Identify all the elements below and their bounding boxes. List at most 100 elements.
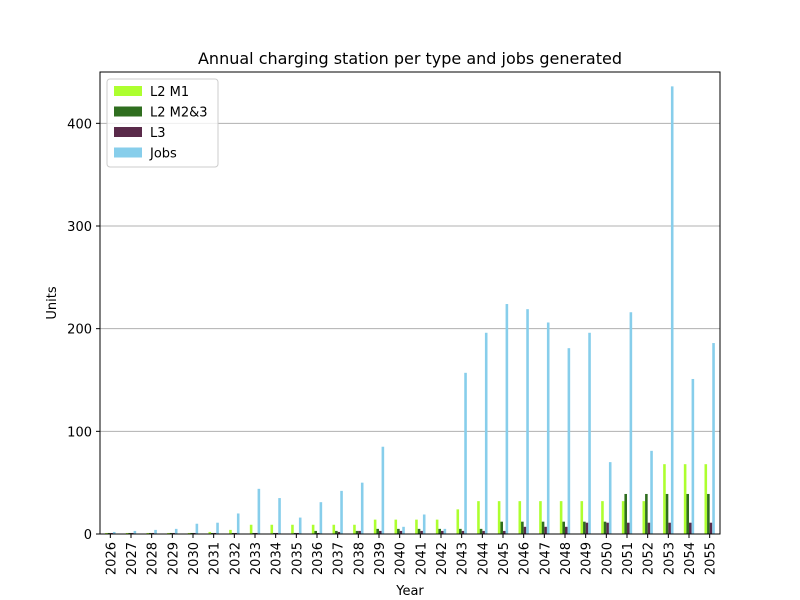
bar-l2-m1-2043 [456,509,460,534]
bar-l3-2046 [523,526,527,534]
bar-l2-m2-3-2036 [314,530,317,534]
legend-label: L3 [150,126,166,141]
bar-jobs-2029 [174,528,178,534]
legend-swatch [114,127,142,137]
bar-l2-m1-2046 [518,501,522,534]
bar-jobs-2040 [402,526,405,534]
bar-jobs-2052 [650,450,653,534]
bar-l2-m1-2038 [353,524,356,534]
bar-l2-m2-3-2043 [459,528,462,534]
bar-l3-2051 [627,522,630,534]
x-tick-label: 2051 [621,542,636,575]
x-tick-label: 2048 [559,542,574,575]
bar-l2-m2-3-2032 [231,532,235,534]
bar-l3-2047 [544,526,547,534]
bar-jobs-2036 [319,502,323,534]
bar-l3-2050 [606,522,609,534]
bar-l2-m1-2048 [559,501,563,534]
bar-l2-m1-2047 [539,501,542,534]
bar-l2-m1-2055 [704,464,708,534]
bar-jobs-2051 [629,312,633,534]
bar-l2-m2-3-2033 [252,532,255,534]
bar-l2-m1-2052 [642,501,646,534]
x-tick-label: 2053 [662,542,677,575]
bar-l3-2041 [420,530,423,534]
bar-jobs-2034 [278,498,281,534]
plot-frame [99,71,721,535]
bar-jobs-2035 [298,517,302,534]
bar-l2-m2-3-2054 [686,493,689,534]
bar-jobs-2050 [608,462,612,534]
x-tick-label: 2029 [166,542,181,575]
bar-l2-m2-3-2039 [376,528,379,534]
bar-jobs-2030 [195,523,199,534]
bar-l2-m2-3-2026 [107,532,111,534]
bar-l2-m2-3-2037 [335,530,338,534]
y-axis-label: Units [45,286,60,319]
x-tick-label: 2043 [456,542,471,575]
bar-l2-m1-2045 [497,501,501,534]
legend-swatch [114,147,142,158]
bar-l3-2053 [668,522,671,534]
bar-l3-2034 [275,532,279,534]
bar-l2-m1-2034 [270,524,274,534]
bar-l3-2026 [110,532,113,534]
x-tick-label: 2042 [435,542,450,575]
bar-l3-2038 [358,530,361,534]
bar-l2-m2-3-2052 [645,493,648,534]
bar-l2-m2-3-2044 [479,528,483,534]
bar-l3-2031 [213,532,217,534]
bar-jobs-2039 [381,446,385,534]
bar-l3-2032 [234,532,237,534]
bar-l3-2042 [441,530,444,534]
x-tick-label: 2055 [704,542,719,575]
bar-l3-2043 [461,530,465,534]
bar-l3-2028 [151,532,155,534]
x-axis-ticks: 2026 2027 2028 2029 2030 2031 2032 2033 2034 2035… [104,534,719,575]
y-tick-label: 400 [67,117,92,132]
legend-label: Jobs [149,147,177,162]
bar-l3-2030 [193,532,196,534]
bar-l2-m2-3-2045 [500,521,503,534]
bar-jobs-2037 [340,490,343,534]
x-axis-label: Year [395,584,424,599]
x-tick-label: 2036 [311,542,326,575]
bar-jobs-2055 [712,343,715,534]
bar-l2-m1-2026 [105,532,108,534]
bar-l2-m1-2041 [415,519,418,534]
bar-jobs-2053 [670,86,674,534]
bar-l2-m1-2049 [580,501,584,534]
bar-l2-m1-2051 [621,501,625,534]
x-tick-label: 2034 [270,542,285,575]
x-tick-label: 2027 [125,542,140,575]
x-tick-label: 2040 [394,542,409,575]
bar-jobs-2042 [443,528,447,534]
chart-title: Annual charging station per type and job… [198,49,622,68]
bar-l2-m2-3-2042 [438,528,441,534]
bar-jobs-2043 [464,372,467,534]
bar-l2-m2-3-2046 [521,521,524,534]
bar-l2-m1-2035 [291,524,294,534]
bar-jobs-2041 [422,514,426,534]
legend-swatch [114,106,142,117]
x-tick-label: 2033 [249,542,264,575]
bar-jobs-2054 [691,378,695,534]
bar-jobs-2033 [257,488,261,534]
bar-l2-m2-3-2053 [665,493,669,534]
bar-l3-2036 [317,532,320,534]
bar-l2-m1-2027 [125,532,129,534]
legend-label: L2 M2&3 [150,106,208,121]
bar-l3-2054 [689,522,692,534]
bar-jobs-2044 [484,332,488,534]
bar-l2-m1-2040 [394,519,398,534]
bar-l2-m2-3-2034 [273,532,276,534]
bar-l2-m1-2033 [249,524,253,534]
bar-l2-m2-3-2050 [603,521,607,534]
legend: L2 M1 L2 M2&3 L3 Jobs [106,78,219,168]
bar-l2-m2-3-2041 [417,528,421,534]
bar-l2-m1-2044 [477,501,480,534]
bar-jobs-2031 [216,522,219,534]
bar-jobs-2038 [360,482,364,534]
bar-l3-2027 [131,532,134,534]
